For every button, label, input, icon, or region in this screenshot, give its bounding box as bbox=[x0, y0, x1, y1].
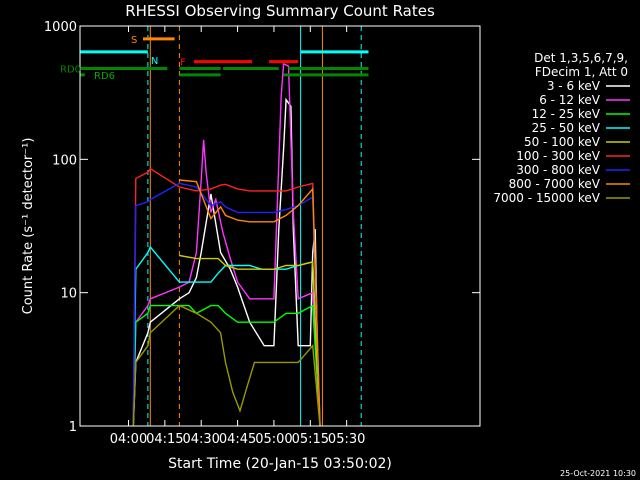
x-tick-label-4: 05:00 bbox=[255, 432, 292, 447]
legend-label-0: 3 - 6 keV bbox=[547, 79, 601, 93]
series-line-0 bbox=[132, 97, 321, 426]
legend-label-2: 12 - 25 keV bbox=[532, 107, 601, 121]
chart-title: RHESSI Observing Summary Count Rates bbox=[125, 2, 435, 20]
marker-lines bbox=[80, 26, 362, 426]
flag-label-4: F bbox=[180, 58, 186, 69]
y-tick-label-2: 100 bbox=[52, 153, 77, 168]
series-line-5 bbox=[132, 167, 321, 426]
legend-label-4: 50 - 100 keV bbox=[524, 135, 601, 149]
y-tick-label-0: 1 bbox=[69, 420, 77, 435]
x-tick-label-6: 05:30 bbox=[328, 432, 365, 447]
legend-label-3: 25 - 50 keV bbox=[532, 121, 601, 135]
series-line-2 bbox=[132, 304, 321, 426]
series-line-8 bbox=[132, 304, 321, 426]
legend-label-8: 7000 - 15000 keV bbox=[493, 191, 600, 205]
legend-label-7: 800 - 7000 keV bbox=[509, 177, 601, 191]
state-flags bbox=[80, 37, 369, 77]
y-tick-label-3: 1000 bbox=[44, 20, 77, 35]
x-tick-label-2: 04:30 bbox=[182, 432, 219, 447]
x-tick-label-5: 05:15 bbox=[292, 432, 329, 447]
flag-labels: RD0 RD6 S N F bbox=[60, 35, 186, 82]
flag-label-2: S bbox=[131, 35, 137, 46]
plot-frame bbox=[79, 25, 481, 427]
legend-header-0: Det 1,3,5,6,7,9, bbox=[534, 51, 628, 65]
legend-label-1: 6 - 12 keV bbox=[539, 93, 601, 107]
x-tick-label-1: 04:15 bbox=[146, 432, 183, 447]
series-line-1 bbox=[132, 62, 321, 426]
x-tick-label-3: 04:45 bbox=[219, 432, 256, 447]
x-axis-label: Start Time (20-Jan-15 03:50:02) bbox=[168, 456, 392, 472]
flag-label-3: N bbox=[151, 56, 158, 67]
series-lines bbox=[132, 62, 321, 426]
legend-label-6: 300 - 800 keV bbox=[516, 163, 600, 177]
legend: Det 1,3,5,6,7,9,FDecim 1, Att 03 - 6 keV… bbox=[493, 51, 630, 205]
x-tick-label-0: 04:00 bbox=[110, 432, 147, 447]
legend-header-1: FDecim 1, Att 0 bbox=[535, 65, 628, 79]
legend-label-5: 100 - 300 keV bbox=[516, 149, 600, 163]
series-line-7 bbox=[179, 179, 321, 426]
flag-label-0: RD0 bbox=[60, 65, 81, 76]
flag-label-1: RD6 bbox=[94, 71, 115, 82]
y-axis-label: Count Rate (s⁻¹ detector⁻¹) bbox=[21, 138, 36, 315]
timestamp: 25-Oct-2021 10:30 bbox=[560, 469, 636, 478]
y-tick-label-1: 10 bbox=[60, 287, 77, 302]
series-line-4 bbox=[179, 254, 321, 426]
series-line-6 bbox=[132, 182, 321, 426]
